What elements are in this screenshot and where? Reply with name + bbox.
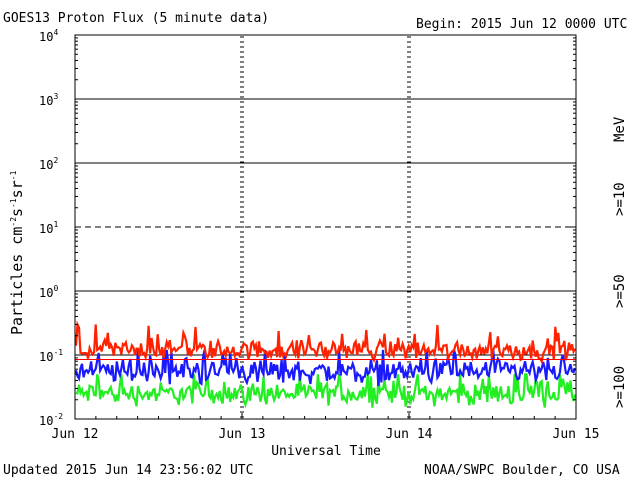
y-tick-label: 101 [39, 220, 58, 236]
series-line-ge50 [74, 349, 577, 387]
x-axis-label: Universal Time [271, 444, 381, 459]
y-axis-label: Particles cm-2s-1sr-1 [8, 170, 26, 335]
plot-series [74, 320, 577, 409]
y-tick-label: 100 [39, 284, 58, 300]
y-tick-label: 10-2 [39, 412, 63, 428]
begin-label: Begin: 2015 Jun 12 0000 UTC [416, 17, 627, 32]
credit-label: NOAA/SWPC Boulder, CO USA [424, 463, 620, 478]
legend-ge10: >=10 [612, 182, 628, 216]
x-axis-ticks: Jun 12 Jun 13 Jun 14 Jun 15 [52, 413, 600, 442]
series-line-ge10 [74, 320, 576, 365]
x-tick-label: Jun 14 [386, 427, 433, 442]
x-tick-label: Jun 12 [52, 427, 99, 442]
legend-ge100: >=100 [612, 366, 628, 408]
x-tick-label: Jun 15 [553, 427, 600, 442]
y-tick-label: 103 [39, 92, 58, 108]
series-line-ge100 [75, 373, 577, 409]
plot-frame [74, 34, 577, 420]
y-tick-label: 102 [39, 156, 58, 172]
y-tick-label: 104 [39, 28, 58, 44]
chart-title: GOES13 Proton Flux (5 minute data) [3, 11, 269, 26]
y-tick-label: 10-1 [39, 348, 63, 364]
legend-unit: MeV [612, 116, 628, 142]
legend-ge50: >=50 [612, 274, 628, 308]
updated-label: Updated 2015 Jun 14 23:56:02 UTC [3, 463, 253, 478]
x-tick-label: Jun 13 [219, 427, 266, 442]
